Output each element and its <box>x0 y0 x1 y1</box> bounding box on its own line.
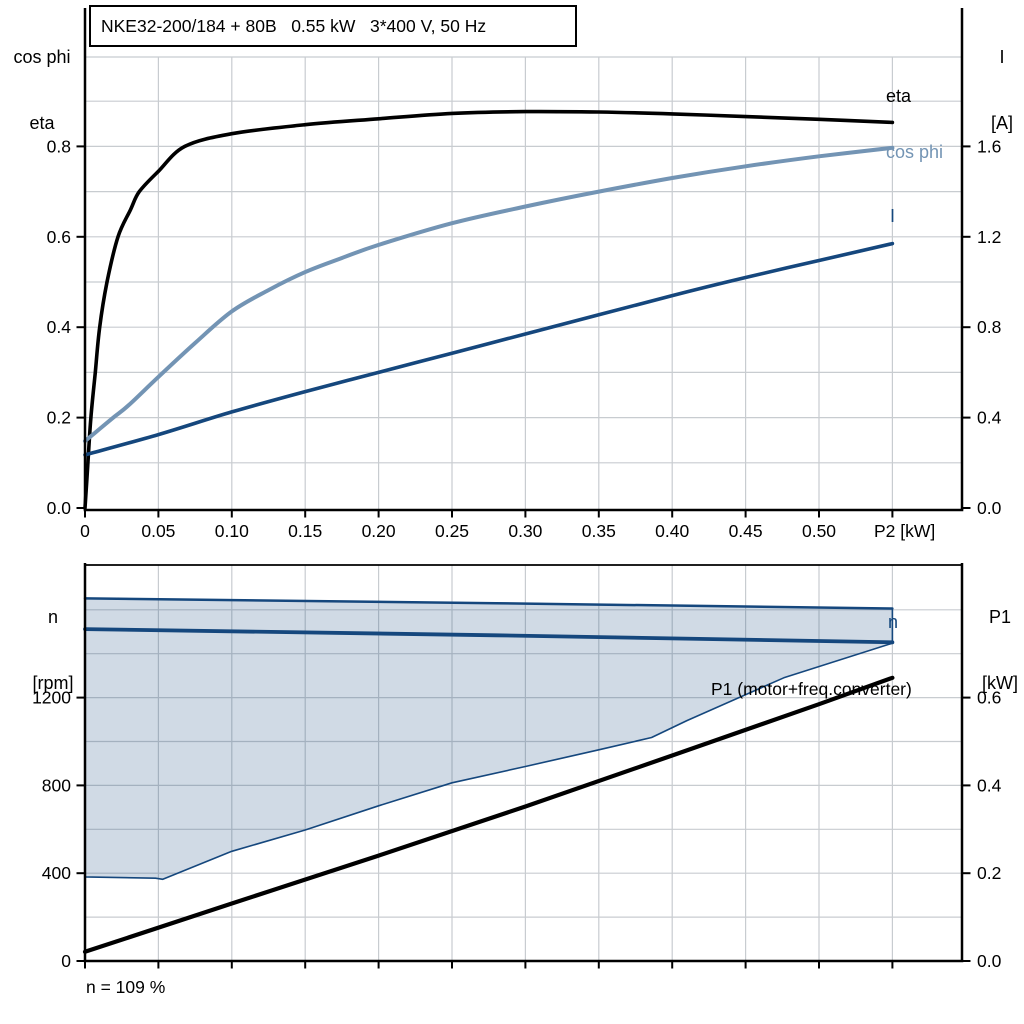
right-tick-label: 0.8 <box>977 317 1001 337</box>
bottom-left-axis-title: n [rpm] <box>20 562 86 738</box>
speed-max-line <box>83 597 894 610</box>
cos-phi-curve-label: cos phi <box>886 142 944 162</box>
speed-curve <box>83 627 895 645</box>
left-tick-label: 0.6 <box>47 227 71 247</box>
x-axis-label: P2 [kW] <box>874 521 936 541</box>
chart-title: NKE32-200/184 + 80B 0.55 kW 3*400 V, 50 … <box>101 15 487 36</box>
right-tick-label: 0.6 <box>977 688 1001 708</box>
axis-title-eta: eta <box>29 113 55 133</box>
left-tick-label: 800 <box>42 775 71 795</box>
p1-curve-label: P1 (motor+freq.converter) <box>711 679 912 699</box>
right-tick-label: 0.0 <box>977 951 1002 971</box>
left-tick-label: 1200 <box>32 688 71 708</box>
speed-percentage-note: n = 109 % <box>86 977 166 997</box>
eta-curve <box>83 109 895 510</box>
x-tick-label: 0.05 <box>141 521 175 541</box>
left-tick-label: 400 <box>42 863 71 883</box>
axis-title-p1: P1 <box>988 607 1012 627</box>
axis-title-speed-unit: [rpm] <box>32 673 74 693</box>
right-tick-label: 0.2 <box>977 863 1001 883</box>
right-tick-label: 1.6 <box>977 136 1001 156</box>
top-left-axis-title: cos phi eta <box>2 2 82 178</box>
left-tick-label: 0.2 <box>47 408 71 428</box>
x-tick-label: 0.20 <box>362 521 396 541</box>
x-tick-label: 0.25 <box>435 521 469 541</box>
axis-title-cos-phi: cos phi <box>13 47 71 67</box>
left-tick-label: 0.4 <box>47 317 72 337</box>
left-tick-label: 0.8 <box>47 136 71 156</box>
axis-title-p1-unit: [kW] <box>982 673 1018 693</box>
p1-input-power-curve <box>82 675 895 954</box>
x-tick-label: 0.15 <box>288 521 322 541</box>
eta-curve-label: eta <box>886 86 912 106</box>
speed-curve-label: n <box>888 612 899 632</box>
right-tick-label: 0.4 <box>977 775 1002 795</box>
right-tick-label: 0.4 <box>977 408 1002 428</box>
top-right-axis-title: I [A] <box>980 2 1024 178</box>
x-tick-label: 0.50 <box>802 521 836 541</box>
axis-title-speed: n <box>47 607 58 627</box>
x-tick-label: 0 <box>80 521 90 541</box>
x-tick-label: 0.30 <box>508 521 542 541</box>
axis-title-current-unit: [A] <box>990 113 1013 133</box>
axis-title-current: I <box>999 47 1005 67</box>
current-curve <box>83 241 895 457</box>
current-curve-label: I <box>890 206 896 226</box>
x-tick-label: 0.35 <box>582 521 616 541</box>
right-tick-label: 1.2 <box>977 227 1001 247</box>
x-tick-label: 0.40 <box>655 521 689 541</box>
x-tick-label: 0.45 <box>729 521 763 541</box>
right-tick-label: 0.0 <box>977 498 1002 518</box>
speed-control-range-area <box>84 597 894 881</box>
left-tick-label: 0 <box>61 951 71 971</box>
bottom-right-axis-title: P1 [kW] <box>972 562 1024 738</box>
left-tick-label: 0.0 <box>47 498 72 518</box>
x-tick-label: 0.10 <box>215 521 249 541</box>
cos-phi-curve <box>83 145 895 444</box>
chart-title-box: NKE32-200/184 + 80B 0.55 kW 3*400 V, 50 … <box>89 5 577 47</box>
